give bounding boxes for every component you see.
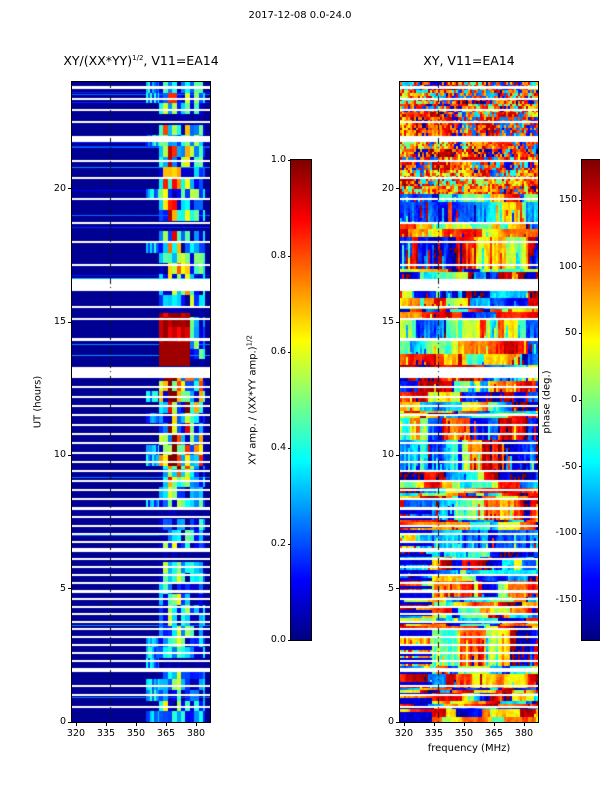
x-tick — [403, 722, 405, 726]
x-tick — [75, 722, 77, 726]
amplitude-title-base: XY/(XX*YY) — [63, 53, 133, 68]
amplitude-title-rest: , V11=EA14 — [143, 53, 219, 68]
colorbar-tick — [288, 255, 291, 257]
colorbar-tick-label: 0.6 — [270, 346, 286, 357]
x-tick — [523, 722, 525, 726]
colorbar-tick-label: 1.0 — [270, 154, 286, 165]
amplitude-panel-title: XY/(XX*YY)1/2, V11=EA14 — [63, 53, 218, 68]
y-tick-label: 15 — [53, 316, 66, 327]
y-tick — [68, 454, 72, 456]
x-tick-label: 365 — [484, 728, 504, 739]
colorbar-tick — [288, 159, 291, 161]
y-tick — [396, 321, 400, 323]
colorbar-tick — [579, 199, 582, 201]
x-tick — [493, 722, 495, 726]
colorbar-tick — [579, 599, 582, 601]
x-tick-label: 380 — [186, 728, 206, 739]
x-tick-label: 350 — [454, 728, 474, 739]
y-tick-label: 10 — [53, 449, 66, 461]
phase-panel-title: XY, V11=EA14 — [423, 53, 515, 68]
x-tick-label: 320 — [394, 728, 414, 739]
colorbar-tick-label: 0 — [570, 394, 577, 405]
y-tick — [68, 588, 72, 590]
y-tick-label: 5 — [387, 582, 394, 594]
phase-heatmap-panel — [399, 81, 539, 723]
y-tick — [68, 188, 72, 190]
x-tick — [433, 722, 435, 726]
amplitude-colorbar-label-superscript: 1/2 — [245, 335, 254, 347]
colorbar-tick-label: 150 — [558, 194, 577, 205]
colorbar-tick-label: 50 — [564, 327, 577, 339]
y-tick-label: 0 — [387, 716, 394, 727]
figure-title: 2017-12-08 0.0-24.0 — [248, 10, 352, 21]
colorbar-tick — [288, 351, 291, 353]
x-tick — [165, 722, 167, 726]
colorbar-tick-label: -150 — [555, 594, 577, 605]
colorbar-tick — [288, 543, 291, 545]
x-tick — [135, 722, 137, 726]
amplitude-heatmap — [72, 82, 210, 722]
x-tick-label: 350 — [126, 728, 146, 739]
amplitude-title-superscript: 1/2 — [132, 53, 144, 62]
y-tick — [68, 321, 72, 323]
y-tick — [396, 454, 400, 456]
y-tick-label: 5 — [59, 582, 66, 594]
x-tick — [195, 722, 197, 726]
colorbar-tick — [579, 532, 582, 534]
phase-colorbar-gradient — [582, 160, 600, 640]
x-tick — [463, 722, 465, 726]
x-tick-label: 365 — [156, 728, 176, 739]
colorbar-tick — [579, 332, 582, 334]
y-tick — [68, 721, 72, 723]
y-tick-label: 15 — [381, 316, 394, 327]
x-tick-label: 335 — [424, 728, 444, 739]
x-tick-label: 320 — [66, 728, 86, 739]
x-axis-label: frequency (MHz) — [427, 743, 511, 754]
phase-colorbar — [581, 159, 600, 641]
x-tick — [105, 722, 107, 726]
x-tick-label: 335 — [96, 728, 116, 739]
colorbar-tick-label: -100 — [555, 527, 577, 539]
colorbar-tick-label: 100 — [558, 260, 577, 272]
colorbar-tick — [288, 447, 291, 449]
amplitude-heatmap-panel — [71, 81, 211, 723]
colorbar-tick-label: 0.4 — [270, 442, 286, 453]
y-tick-label: 0 — [59, 716, 66, 727]
y-tick — [396, 188, 400, 190]
y-tick-label: 20 — [381, 182, 394, 194]
y-axis-label: UT (hours) — [32, 375, 44, 429]
y-tick — [396, 721, 400, 723]
amplitude-colorbar-gradient — [291, 160, 311, 640]
colorbar-tick — [579, 399, 582, 401]
colorbar-tick — [579, 466, 582, 468]
colorbar-tick-label: 0.8 — [270, 250, 286, 261]
y-tick-label: 20 — [53, 182, 66, 194]
colorbar-tick-label: 0.0 — [270, 634, 286, 645]
colorbar-tick-label: 0.2 — [270, 538, 286, 549]
colorbar-tick-label: -50 — [561, 460, 577, 472]
x-tick-label: 380 — [514, 728, 534, 739]
phase-heatmap — [400, 82, 538, 722]
amplitude-colorbar — [290, 159, 312, 641]
y-tick — [396, 588, 400, 590]
colorbar-tick — [288, 639, 291, 641]
colorbar-tick — [579, 266, 582, 268]
y-tick-label: 10 — [381, 449, 394, 461]
